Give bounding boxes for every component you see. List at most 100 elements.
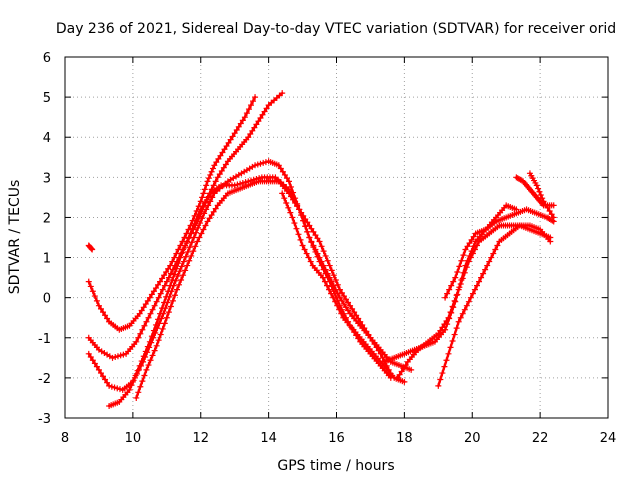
y-tick-label: 2 — [43, 211, 51, 226]
data-point — [478, 274, 485, 281]
data-point — [116, 386, 123, 393]
data-point — [445, 350, 452, 357]
data-point — [308, 239, 315, 246]
data-point — [130, 377, 137, 384]
data-point — [135, 389, 142, 396]
data-point — [140, 353, 147, 360]
data-point — [89, 357, 96, 364]
x-tick-label: 10 — [125, 431, 142, 446]
data-point — [145, 314, 152, 321]
y-axis-label: SDTVAR / TECUs — [7, 180, 23, 295]
data-point — [139, 378, 146, 385]
data-point — [408, 366, 415, 373]
data-point — [147, 310, 154, 317]
data-point — [345, 307, 352, 314]
data-point — [196, 234, 203, 241]
data-point — [203, 206, 210, 213]
data-point — [307, 258, 314, 265]
data-point — [396, 371, 403, 378]
data-point — [301, 246, 308, 253]
data-point — [458, 257, 465, 264]
data-point — [89, 288, 96, 295]
data-point — [215, 155, 222, 162]
data-point — [454, 268, 461, 275]
data-point — [537, 191, 544, 198]
data-point — [172, 277, 179, 284]
data-point — [218, 167, 225, 174]
data-point — [535, 185, 542, 192]
data-point — [239, 179, 246, 186]
data-point — [467, 294, 474, 301]
data-point — [100, 309, 107, 316]
data-point — [263, 105, 270, 112]
data-point — [542, 201, 549, 208]
data-point — [150, 288, 157, 295]
data-point — [165, 265, 172, 272]
data-point — [126, 386, 133, 393]
data-point — [247, 177, 254, 184]
data-point — [154, 281, 161, 288]
data-point — [140, 304, 147, 311]
data-point — [435, 382, 442, 389]
data-point — [281, 171, 288, 178]
y-tick-label: -2 — [38, 372, 51, 387]
data-point — [87, 283, 94, 290]
data-point — [441, 363, 448, 370]
data-point — [159, 325, 166, 332]
data-point — [451, 331, 458, 338]
data-point — [97, 305, 104, 312]
data-point — [144, 343, 151, 350]
data-point — [200, 190, 207, 197]
data-point — [439, 370, 446, 377]
data-point — [373, 344, 380, 351]
data-point — [336, 286, 343, 293]
data-point — [169, 297, 176, 304]
y-tick-label: 1 — [43, 252, 51, 267]
data-point — [455, 318, 462, 325]
data-point — [343, 304, 350, 311]
data-point — [159, 286, 166, 293]
data-point — [340, 301, 347, 308]
data-point — [328, 283, 335, 290]
data-point — [231, 130, 238, 137]
data-point — [328, 267, 335, 274]
data-point — [163, 314, 170, 321]
data-point — [459, 275, 466, 282]
data-point — [157, 331, 164, 338]
grid — [65, 57, 608, 418]
data-point — [199, 215, 206, 222]
data-point — [134, 367, 141, 374]
data-point — [463, 302, 470, 309]
data-point — [442, 294, 449, 301]
data-point — [461, 306, 468, 313]
data-point — [120, 351, 127, 358]
data-point — [177, 254, 184, 261]
data-point — [326, 286, 333, 293]
data-point — [91, 293, 98, 300]
data-point — [142, 301, 149, 308]
data-point — [310, 228, 317, 235]
data-point — [303, 250, 310, 257]
data-point — [212, 178, 219, 185]
data-point — [293, 225, 300, 232]
data-point — [441, 321, 448, 328]
data-point — [279, 168, 286, 175]
data-point — [180, 258, 187, 265]
data-point — [175, 260, 182, 267]
data-point — [157, 290, 164, 297]
data-point — [359, 321, 366, 328]
data-point — [375, 347, 382, 354]
data-point — [319, 274, 326, 281]
data-point — [452, 274, 459, 281]
data-point — [306, 222, 313, 229]
data-point — [299, 242, 306, 249]
x-tick-label: 18 — [396, 431, 413, 446]
data-point — [353, 312, 360, 319]
data-point — [304, 219, 311, 226]
data-point — [114, 385, 121, 392]
data-point — [209, 194, 216, 201]
data-point — [338, 289, 345, 296]
data-point — [304, 228, 311, 235]
data-point — [128, 382, 135, 389]
data-point — [173, 286, 180, 293]
